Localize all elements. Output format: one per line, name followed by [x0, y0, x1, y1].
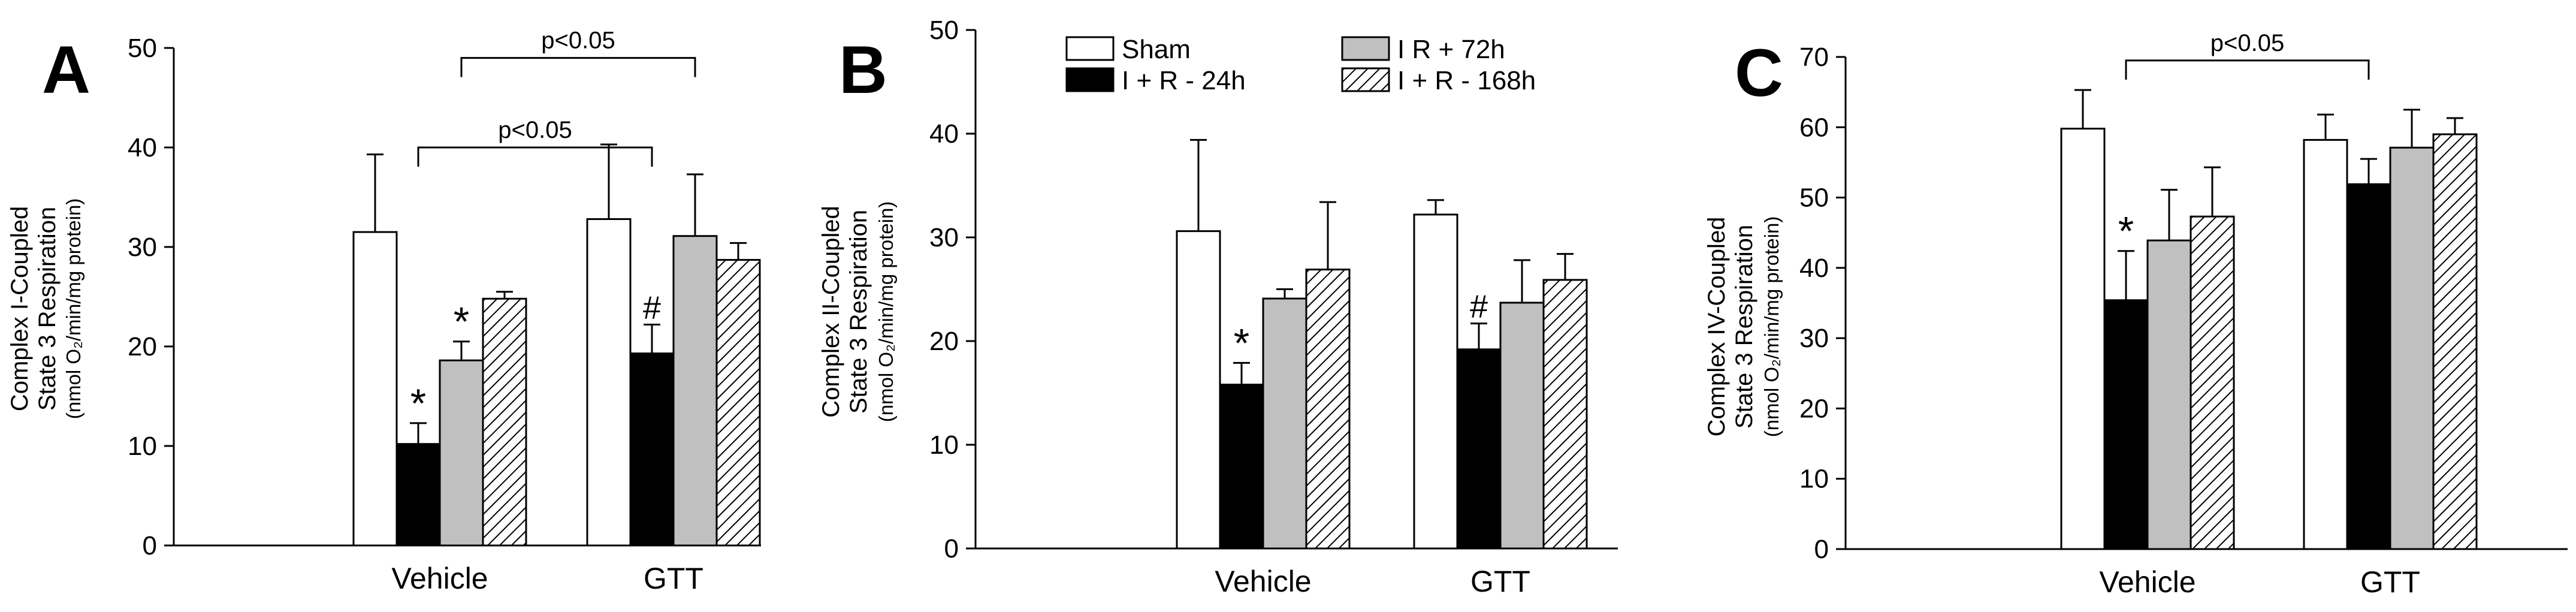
panel-c-bar-24h-vehicle [2103, 299, 2149, 550]
panel-c-ytick-label: 10 [1799, 465, 1829, 494]
panel-b-category-label: Vehicle [1215, 565, 1311, 598]
panel-b-bar-72h-gtt [1499, 302, 1545, 550]
panel-b-ytick-label: 50 [929, 16, 959, 45]
panel-c-bar-72h-vehicle [2146, 239, 2192, 550]
panel-c-ytick-label: 70 [1799, 43, 1829, 72]
panel-a-bar-sham-vehicle [352, 231, 398, 547]
panel-a-ytick-label: 0 [143, 531, 157, 560]
panel-b-significance-star: * [1234, 320, 1249, 366]
panel-c-chart: 0 10 20 30 40 50 60 70 Vehicle GTT * p<0.05 [1799, 30, 2568, 599]
legend-swatch-168h [1341, 67, 1390, 92]
panel-c-bar-sham-gtt [2303, 138, 2348, 550]
panel-a-ytick-label: 40 [128, 133, 157, 162]
legend-swatch-72h [1341, 36, 1390, 61]
panel-a-category-label: Vehicle [391, 562, 488, 595]
legend-label-sham: Sham [1122, 35, 1191, 64]
panel-c-significance-bracket [2125, 59, 2370, 80]
panel-a-ylabel: Complex I-Coupled State 3 Respiration (n… [7, 198, 84, 420]
panel-b-ytick-label: 20 [929, 327, 959, 356]
panel-a-category-label: GTT [644, 562, 703, 595]
panel-a-bracket-label: p<0.05 [541, 28, 615, 54]
panel-b-ylabel-line1: Complex II-Coupled [818, 206, 844, 418]
panel-b-bar-sham-vehicle [1176, 230, 1221, 550]
panel-c-ylabel-line1: Complex IV-Coupled [1704, 217, 1730, 437]
panel-label-c: C [1735, 35, 1783, 110]
panel-a-bar-sham-gtt [586, 218, 632, 547]
panel-c-ylabel-line2: State 3 Respiration [1731, 225, 1757, 429]
panel-a-significance-bracket [417, 146, 653, 167]
panel-a-bar-72h-gtt [672, 235, 718, 547]
panel-a-bracket-label: p<0.05 [498, 117, 572, 143]
legend-item-sham: Sham [1065, 35, 1191, 64]
panel-a-bar-24h-vehicle [395, 443, 441, 547]
panel-c-bracket-label: p<0.05 [2210, 30, 2284, 56]
panel-c-category-label: Vehicle [2099, 565, 2196, 599]
panel-c-bar-168h-vehicle [2190, 215, 2235, 550]
panel-b-bar-168h-gtt [1542, 279, 1588, 550]
legend-label-72h: I R + 72h [1397, 35, 1505, 64]
panel-c-ytick-label: 0 [1814, 535, 1829, 564]
legend-swatch-sham [1065, 36, 1115, 61]
legend: Sham I + R - 24h I R + 72h I + R - 168h [1065, 35, 1536, 95]
panel-a-bar-24h-gtt [629, 352, 675, 547]
panel-c-bar-sham-vehicle [2060, 128, 2106, 550]
panel-label-a: A [42, 32, 90, 107]
panel-c-bar-24h-gtt [2346, 183, 2391, 550]
panel-c-ytick-label: 40 [1799, 254, 1829, 283]
panel-c-bar-72h-gtt [2389, 146, 2435, 550]
legend-item-72h: I R + 72h [1341, 35, 1505, 64]
panel-b-bar-168h-vehicle [1305, 269, 1351, 550]
panel-a-bar-168h-vehicle [482, 297, 527, 547]
panel-a-ylabel-line1: Complex I-Coupled [7, 206, 33, 411]
panel-c-category-label: GTT [2360, 565, 2420, 599]
legend-swatch-24h [1065, 67, 1115, 92]
panel-a-bar-72h-vehicle [439, 359, 484, 547]
panel-a-significance-star: * [410, 381, 426, 426]
legend-label-24h: I + R - 24h [1122, 66, 1246, 95]
panel-c-significance-star: * [2118, 209, 2134, 254]
panel-a-ytick-label: 10 [128, 432, 157, 461]
panel-b-bar-24h-gtt [1456, 348, 1502, 550]
panel-b-ylabel-line2: State 3 Respiration [845, 210, 872, 414]
panel-b-significance-hash: # [1470, 289, 1488, 325]
panel-c-ytick-label: 60 [1799, 113, 1829, 142]
panel-b-ytick-label: 30 [929, 223, 959, 252]
panel-b-ytick-label: 0 [944, 534, 959, 563]
panel-c-bar-168h-gtt [2432, 133, 2478, 550]
panel-b-chart: 0 10 20 30 40 50 Vehicle GTT * # [929, 16, 1618, 598]
panel-c-ytick-label: 20 [1799, 394, 1829, 423]
panel-c-ylabel-units: (nmol O₂/min/mg protein) [1760, 216, 1783, 438]
legend-item-24h: I + R - 24h [1065, 66, 1246, 95]
panel-b-category-label: GTT [1470, 565, 1530, 598]
panel-b-bar-24h-vehicle [1219, 384, 1264, 550]
panel-a-ytick-label: 30 [128, 233, 157, 262]
panel-c-ytick-label: 50 [1799, 183, 1829, 213]
panel-a-ytick-label: 50 [128, 34, 157, 63]
panel-a-significance-bracket [460, 57, 696, 77]
panel-a-bar-168h-gtt [715, 259, 761, 547]
legend-label-168h: I + R - 168h [1397, 66, 1536, 95]
panel-a-ylabel-line2: State 3 Respiration [34, 207, 61, 411]
panel-b-ytick-label: 40 [929, 119, 959, 149]
panel-a-significance-hash: # [643, 290, 661, 325]
panel-c-ylabel: Complex IV-Coupled State 3 Respiration (… [1704, 216, 1783, 438]
legend-item-168h: I + R - 168h [1341, 66, 1536, 95]
panel-b-ylabel: Complex II-Coupled State 3 Respiration (… [818, 201, 897, 423]
panel-b-ytick-label: 10 [929, 430, 959, 460]
panel-a-significance-star: * [454, 299, 469, 345]
panel-a-ylabel-units: (nmol O₂/min/mg protein) [62, 198, 84, 420]
panel-a-ytick-label: 20 [128, 332, 157, 361]
panel-c-ytick-label: 30 [1799, 324, 1829, 353]
panel-b-ylabel-units: (nmol O₂/min/mg protein) [875, 201, 897, 423]
panel-b-bar-sham-gtt [1413, 213, 1458, 550]
panel-label-b: B [839, 32, 887, 107]
panel-a-chart: 0 10 20 30 40 50 Vehicle GTT * * # p<0.05 p<0.05 [128, 28, 761, 595]
panel-b-bar-72h-vehicle [1262, 297, 1307, 550]
